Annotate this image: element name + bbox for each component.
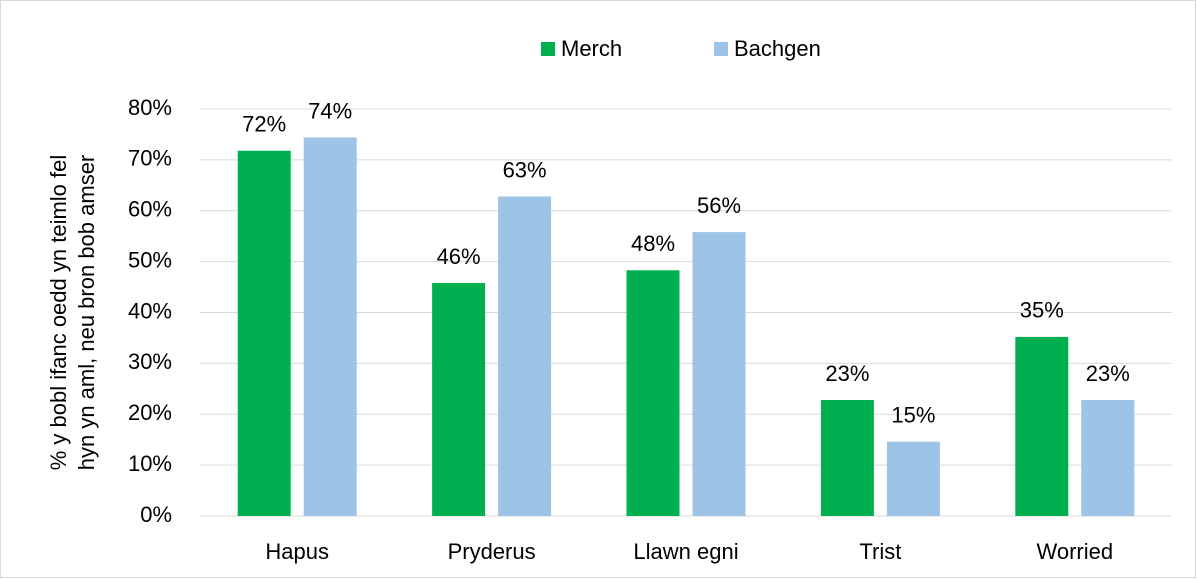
value-label: 48%: [631, 231, 675, 256]
y-tick-label: 10%: [128, 451, 172, 476]
bar: [1015, 336, 1069, 516]
value-label: 35%: [1020, 298, 1064, 323]
x-tick-label: Llawn egni: [633, 539, 738, 564]
y-tick-label: 30%: [128, 349, 172, 374]
legend-label: Bachgen: [734, 36, 821, 61]
bar: [886, 441, 940, 516]
value-label: 56%: [697, 193, 741, 218]
value-label: 72%: [242, 112, 286, 137]
bar: [498, 196, 552, 516]
x-tick-label: Pryderus: [448, 539, 536, 564]
bar: [237, 150, 291, 516]
y-axis-label: % y bobl ifanc oedd yn teimlo fel: [46, 155, 71, 471]
legend-label: Merch: [561, 36, 622, 61]
bar: [1081, 400, 1135, 516]
y-tick-label: 20%: [128, 400, 172, 425]
y-tick-label: 80%: [128, 95, 172, 120]
value-label: 63%: [503, 157, 547, 182]
value-label: 23%: [1086, 361, 1130, 386]
y-tick-label: 40%: [128, 298, 172, 323]
value-label: 23%: [825, 361, 869, 386]
x-tick-label: Hapus: [265, 539, 329, 564]
bar: [626, 270, 680, 516]
y-tick-label: 0%: [140, 502, 172, 527]
y-axis-label: hyn yn aml, neu bron bob amser: [74, 155, 99, 471]
legend-swatch: [714, 42, 728, 56]
bar: [820, 400, 874, 516]
y-tick-label: 50%: [128, 247, 172, 272]
bar: [692, 232, 746, 516]
bar: [432, 282, 486, 516]
x-tick-label: Trist: [859, 539, 901, 564]
y-tick-label: 70%: [128, 146, 172, 171]
legend-swatch: [541, 42, 555, 56]
y-tick-label: 60%: [128, 197, 172, 222]
value-label: 74%: [308, 98, 352, 123]
x-tick-label: Worried: [1036, 539, 1113, 564]
bar: [303, 137, 357, 517]
value-label: 46%: [437, 244, 481, 269]
value-label: 15%: [891, 403, 935, 428]
